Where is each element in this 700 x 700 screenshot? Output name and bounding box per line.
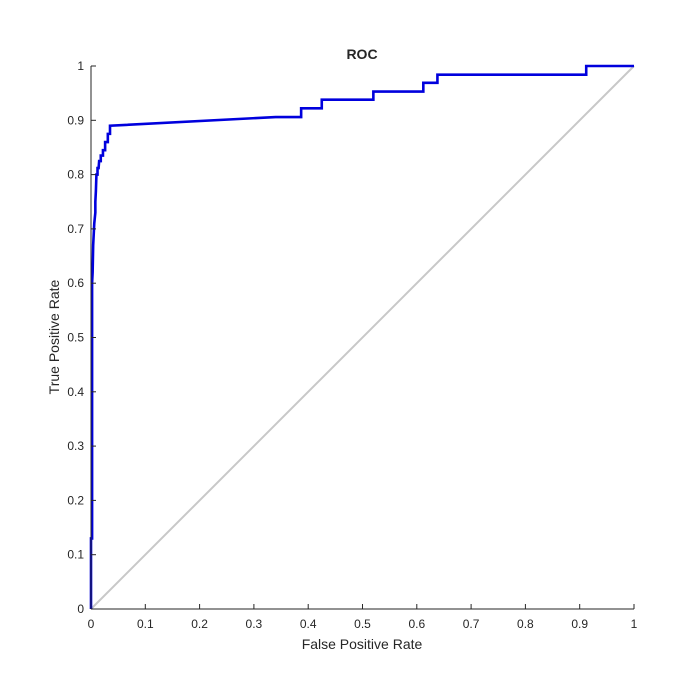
- axes-layer: 0 0.1 0.2 0.3 0.4 0.5 0.6 0.7 0.8 0.9 1 0 0.1 0.2 0.3 0…: [67, 59, 637, 631]
- x-tick-label: 0.5: [354, 617, 371, 631]
- y-tick-label: 1: [77, 59, 84, 73]
- y-tick-label: 0.9: [67, 113, 84, 127]
- x-tick-label: 0: [88, 617, 95, 631]
- y-tick-label: 0: [77, 602, 84, 616]
- y-tick-label: 0.8: [67, 168, 84, 182]
- x-tick-label: 0.6: [408, 617, 425, 631]
- y-tick-label: 0.7: [67, 222, 84, 236]
- y-tick-label: 0.4: [67, 385, 84, 399]
- y-tick-label: 0.2: [67, 493, 84, 507]
- y-tick-label: 0.5: [67, 331, 84, 345]
- x-tick-label: 1: [631, 617, 638, 631]
- x-tick-label: 0.1: [137, 617, 154, 631]
- x-tick-label: 0.9: [571, 617, 588, 631]
- y-tick-label: 0.1: [67, 548, 84, 562]
- x-tick-label: 0.8: [517, 617, 534, 631]
- chart-title: ROC: [346, 46, 377, 62]
- x-tick-label: 0.4: [300, 617, 317, 631]
- y-axis-label: True Positive Rate: [46, 279, 62, 394]
- x-tick-label: 0.3: [246, 617, 263, 631]
- x-tick-label: 0.7: [463, 617, 480, 631]
- chance-diagonal-line: [90, 65, 635, 610]
- x-axis-label: False Positive Rate: [302, 636, 423, 652]
- y-tick-label: 0.3: [67, 439, 84, 453]
- y-tick-label: 0.6: [67, 276, 84, 290]
- x-tick-label: 0.2: [191, 617, 208, 631]
